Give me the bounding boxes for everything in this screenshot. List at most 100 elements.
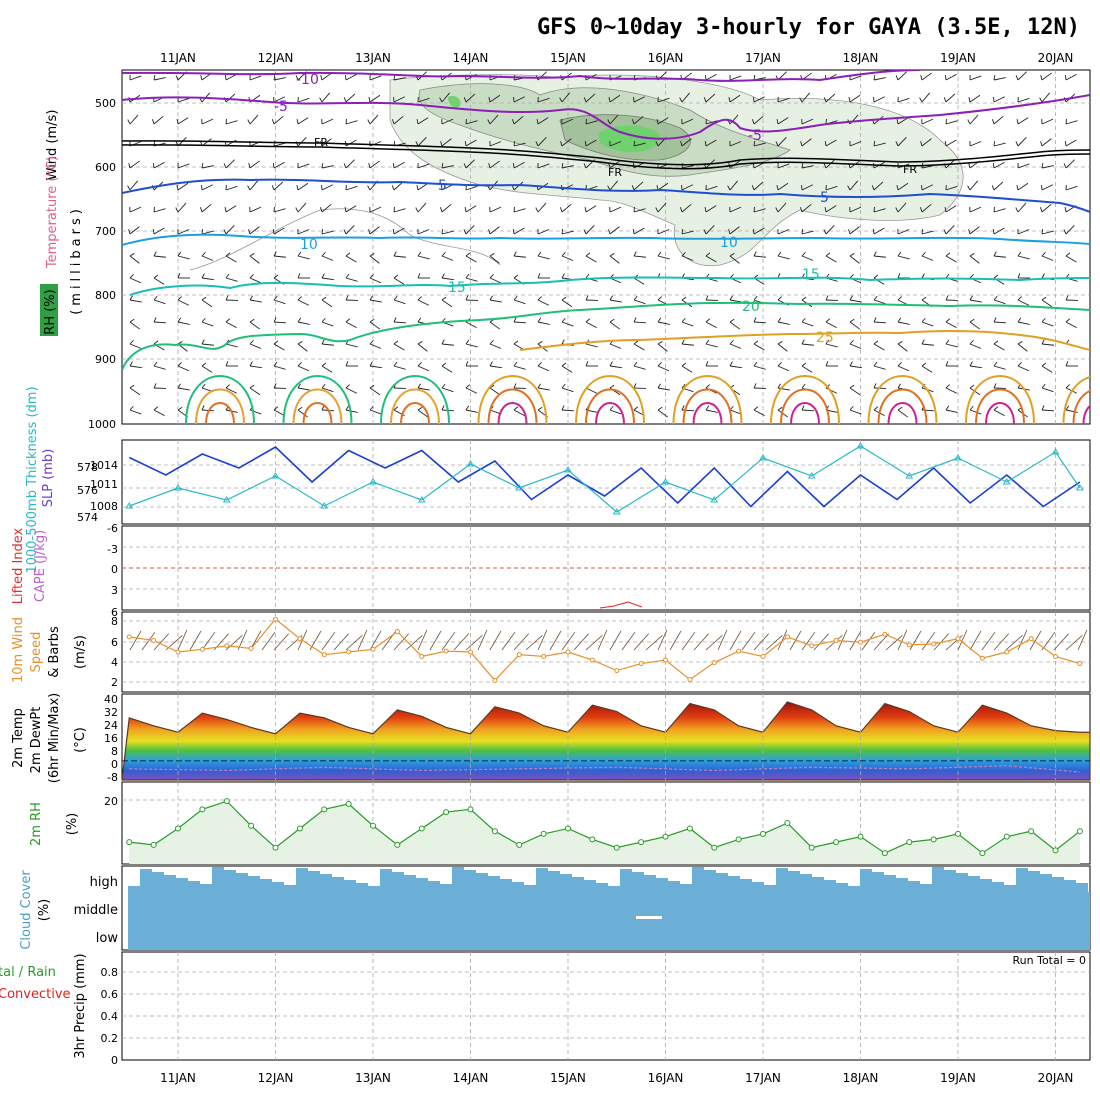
wind-barb-feather [464,140,467,147]
wind10-barb [405,634,423,651]
wind-barb-feather [1017,317,1022,323]
thickness-marker [807,472,816,479]
cloud-high-bar [140,869,152,892]
thickness-marker [466,460,475,467]
wind-barb-feather [344,74,347,81]
wind-barb-staff [273,161,285,169]
wind-barb-feather [873,274,879,279]
wind-barb-staff [681,118,694,125]
wind-barb-feather [465,273,470,279]
wind-barb-feather [823,229,827,235]
cloud-high-bar [380,869,392,892]
wind-barb-feather [201,296,207,301]
wind-barb-feather [1017,251,1022,257]
cloud-high-bar [596,883,608,892]
wind-barb-feather [153,361,158,367]
wind-barb-staff [201,343,214,346]
wind-barb-feather [393,274,399,279]
wind-barb-feather [369,384,375,389]
wind-barb-staff [129,75,142,81]
wind-barb-staff [273,115,284,125]
wind-barb-feather [801,317,806,323]
wind-barb-staff [945,93,956,103]
wind-barb-feather [391,185,395,191]
wind-barb-feather [320,75,323,81]
upper-grid [122,70,1090,424]
wind-barb-feather [535,207,539,213]
wind-barb-staff [321,277,334,281]
wind-barb-feather [272,162,275,169]
ylabel-rh2m-unit: (%) [65,813,80,836]
slp-series [125,442,1084,515]
wind-barb-staff [153,409,165,417]
wind-barb-staff [201,118,214,125]
isotherm-cell [195,388,245,424]
wind-barb-feather [801,162,804,169]
wind-barb-staff [1017,321,1030,325]
label-10-a: 10 [300,237,318,253]
wind-barb-staff [609,114,619,125]
wind-barb-staff [945,73,957,81]
wind-barb-staff [657,97,670,103]
cloud-high-bar [452,867,464,892]
axis-tick-label: 0.4 [101,1010,119,1023]
wind-barb-feather [129,253,135,257]
ylabel-wind: Wind (m/s) [45,110,60,181]
cloud-high-bar [1076,883,1088,892]
wind-barb-staff [201,184,213,191]
wind-barb-staff [801,365,813,373]
wind-barb-feather [369,295,373,301]
wind-barb-staff [129,387,141,396]
cloud-gap [636,916,662,919]
wind-barb-staff [393,208,406,213]
wind-barb-staff [777,229,790,235]
wind-barb-staff [129,206,142,213]
wind-barb-staff [609,321,620,330]
wind-barb-staff [561,387,574,393]
wind-barb-staff [681,365,693,373]
wind-barb-staff [945,120,958,125]
wind-barb-feather [321,296,327,301]
wind-barb-staff [537,387,550,391]
wind10-speed-line [129,618,1081,682]
wind10-barb [357,629,368,651]
low-level-contour-cells [185,375,1090,424]
wind-barb-staff [177,321,190,325]
wind-barb-staff [849,226,860,235]
wind-barb-feather [465,361,469,367]
wind-barb-staff [345,409,358,413]
wind-barb-staff [825,139,837,147]
cloud-high-bar [260,879,272,892]
wind-barb-staff [177,182,189,191]
wind-barb-staff [897,97,910,103]
thickness-marker [320,502,329,509]
axis-tick-label: 8 [111,615,118,628]
date-label-bottom: 15JAN [550,1071,586,1085]
wind-barb-feather [441,162,444,169]
wind-barb-staff [801,92,811,103]
wind-barb-staff [1041,255,1054,261]
wind-barb-staff [633,115,644,125]
wind-barb-staff [273,343,285,351]
wind-barb-staff [441,365,453,373]
wind-barb-feather [560,141,563,147]
wind-barb-staff [1065,225,1075,235]
wind-barb-staff [945,343,958,348]
wind-barb-staff [969,299,982,303]
wind-barb-feather [321,362,327,367]
wind-barb-feather [945,361,949,367]
wind-barb-feather [992,162,995,169]
wind-barb-feather [656,119,659,125]
wind-barb-staff [897,321,910,325]
wind-barb-staff [369,343,382,349]
wind-barb-feather [633,406,639,411]
wind-barb-staff [321,165,334,169]
cloud-high-bar [296,868,308,892]
wind10-speed-marker [419,653,425,659]
wind-barb-feather [177,251,182,257]
wind-barb-staff [945,185,958,191]
wind-barb-staff [585,120,598,125]
wind-barb-feather [416,185,419,191]
wind-barb-staff [993,161,1005,169]
wind-barb-staff [513,161,525,169]
